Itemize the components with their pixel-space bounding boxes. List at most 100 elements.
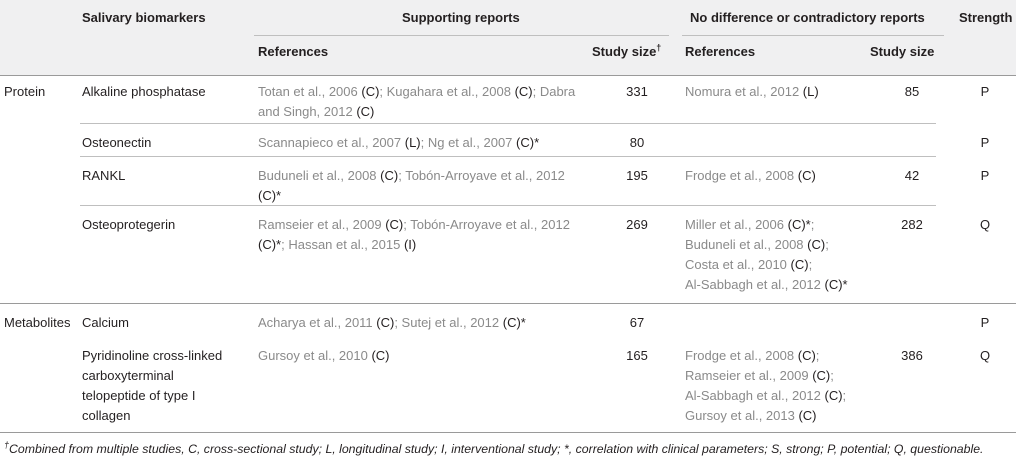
study-size-label: Study size	[592, 44, 657, 59]
study-design-code: (C)	[798, 408, 817, 423]
study-design-code: (C)	[380, 168, 399, 183]
contradictory-study-size: 282	[901, 217, 923, 232]
study-design-code: (C)	[514, 84, 533, 99]
supporting-reference: (C)*	[258, 186, 281, 206]
reference-text: Al-Sabbagh et al., 2012	[685, 277, 825, 292]
reference-text: Buduneli et al., 2008	[258, 168, 381, 183]
biomarker-name: Pyridinoline cross-linked	[82, 348, 223, 363]
category-label: Metabolites	[4, 315, 71, 330]
reference-text: Ramseier et al., 2009	[685, 368, 813, 383]
header-biomarkers: Salivary biomarkers	[82, 10, 206, 25]
study-design-code: (C)*	[258, 237, 282, 252]
study-design-code: (C)	[790, 257, 809, 272]
header-bottom-rule	[0, 75, 1016, 76]
biomarker-name: collagen	[82, 408, 131, 423]
reference-text: ; Hassan et al., 2015	[281, 237, 404, 252]
reference-text: Frodge et al., 2008	[685, 348, 798, 363]
study-design-code: (I)	[403, 237, 417, 252]
study-design-code: (C)	[356, 104, 375, 119]
reference-text: ;	[808, 257, 813, 272]
contradictory-study-size: 386	[901, 348, 923, 363]
reference-text: Acharya et al., 2011	[258, 315, 377, 330]
dagger-mark: †	[656, 42, 662, 53]
supporting-reference: Gursoy et al., 2010 (C)	[258, 346, 390, 366]
contradictory-underline	[682, 35, 944, 36]
study-design-code: (C)	[361, 84, 380, 99]
contradictory-study-size: 85	[904, 84, 920, 99]
supporting-study-size: 269	[626, 217, 648, 232]
biomarker-name: carboxyterminal	[82, 368, 174, 383]
contradictory-reference: Al-Sabbagh et al., 2012 (C);	[685, 386, 846, 406]
reference-text: ; Ng et al., 2007	[420, 135, 517, 150]
strength-value: P	[980, 135, 990, 150]
header-contradictory-study-size: Study size	[870, 44, 935, 59]
supporting-reference: Acharya et al., 2011 (C); Sutej et al., …	[258, 313, 526, 333]
biomarker-name: telopeptide of type I	[82, 388, 196, 403]
study-design-code: (C)	[797, 168, 816, 183]
table-footnote: †Combined from multiple studies, C, cros…	[4, 440, 984, 456]
contradictory-reference: Frodge et al., 2008 (C)	[685, 166, 816, 186]
strength-value: P	[980, 315, 990, 330]
reference-text: ;	[815, 348, 820, 363]
supporting-reference: Ramseier et al., 2009 (C); Tobón-Arroyav…	[258, 215, 570, 235]
header-supporting-references: References	[258, 44, 329, 59]
contradictory-reference: Miller et al., 2006 (C)*;	[685, 215, 814, 235]
reference-text: Totan et al., 2006	[258, 84, 362, 99]
study-design-code: (C)*	[824, 277, 848, 292]
supporting-study-size: 331	[626, 84, 648, 99]
row-divider	[80, 156, 936, 157]
study-design-code: (L)	[802, 84, 819, 99]
supporting-reference: Scannapieco et al., 2007 (L); Ng et al.,…	[258, 133, 539, 153]
reference-text: ; Sutej et al., 2012	[394, 315, 503, 330]
reference-text: Buduneli et al., 2008	[685, 237, 808, 252]
study-design-code: (L)	[404, 135, 421, 150]
reference-text: ; Dabra	[532, 84, 576, 99]
study-design-code: (C)*	[516, 135, 540, 150]
reference-text: ; Kugahara et al., 2008	[379, 84, 515, 99]
row-divider	[80, 123, 936, 124]
reference-text: ;	[825, 237, 829, 252]
biomarker-name: Osteonectin	[82, 135, 152, 150]
study-design-code: (C)*	[258, 188, 282, 203]
contradictory-reference: Buduneli et al., 2008 (C);	[685, 235, 829, 255]
supporting-reference: (C)*; Hassan et al., 2015 (I)	[258, 235, 416, 255]
supporting-study-size: 67	[629, 315, 645, 330]
header-strength: Strength	[959, 10, 1013, 25]
reference-text: ;	[810, 217, 815, 232]
study-design-code: (C)	[824, 388, 843, 403]
reference-text: and Singh, 2012	[258, 104, 357, 119]
contradictory-reference: Al-Sabbagh et al., 2012 (C)*	[685, 275, 848, 295]
study-design-code: (C)	[797, 348, 816, 363]
header-contradictory-reports: No difference or contradictory reports	[690, 10, 925, 25]
study-design-code: (C)*	[502, 315, 526, 330]
reference-text: ; Tobón-Arroyave et al., 2012	[403, 217, 570, 232]
supporting-reference: Buduneli et al., 2008 (C); Tobón-Arroyav…	[258, 166, 565, 186]
table-bottom-rule	[0, 432, 1016, 433]
footnote-text: Combined from multiple studies, C, cross…	[9, 442, 984, 456]
reference-text: Ramseier et al., 2009	[258, 217, 386, 232]
row-divider	[80, 205, 936, 206]
study-design-code: (C)*	[787, 217, 811, 232]
contradictory-reference: Nomura et al., 2012 (L)	[685, 82, 819, 102]
reference-text: ;	[842, 388, 847, 403]
category-label: Protein	[4, 84, 46, 99]
reference-text: ; Tobón-Arroyave et al., 2012	[398, 168, 565, 183]
study-design-code: (C)	[807, 237, 826, 252]
header-supporting-study-size: Study size†	[592, 42, 661, 62]
strength-value: P	[980, 84, 990, 99]
study-design-code: (C)	[376, 315, 395, 330]
supporting-reference: Totan et al., 2006 (C); Kugahara et al.,…	[258, 82, 575, 102]
header-contradictory-references: References	[685, 44, 756, 59]
contradictory-reference: Ramseier et al., 2009 (C);	[685, 366, 834, 386]
supporting-study-size: 195	[626, 168, 648, 183]
supporting-underline	[254, 35, 669, 36]
reference-text: Gursoy et al., 2013	[685, 408, 799, 423]
study-design-code: (C)	[385, 217, 404, 232]
supporting-study-size: 165	[626, 348, 648, 363]
biomarker-name: RANKL	[82, 168, 126, 183]
reference-text: Costa et al., 2010	[685, 257, 791, 272]
biomarker-name: Calcium	[82, 315, 129, 330]
row-divider	[0, 303, 1016, 304]
strength-value: P	[980, 168, 990, 183]
